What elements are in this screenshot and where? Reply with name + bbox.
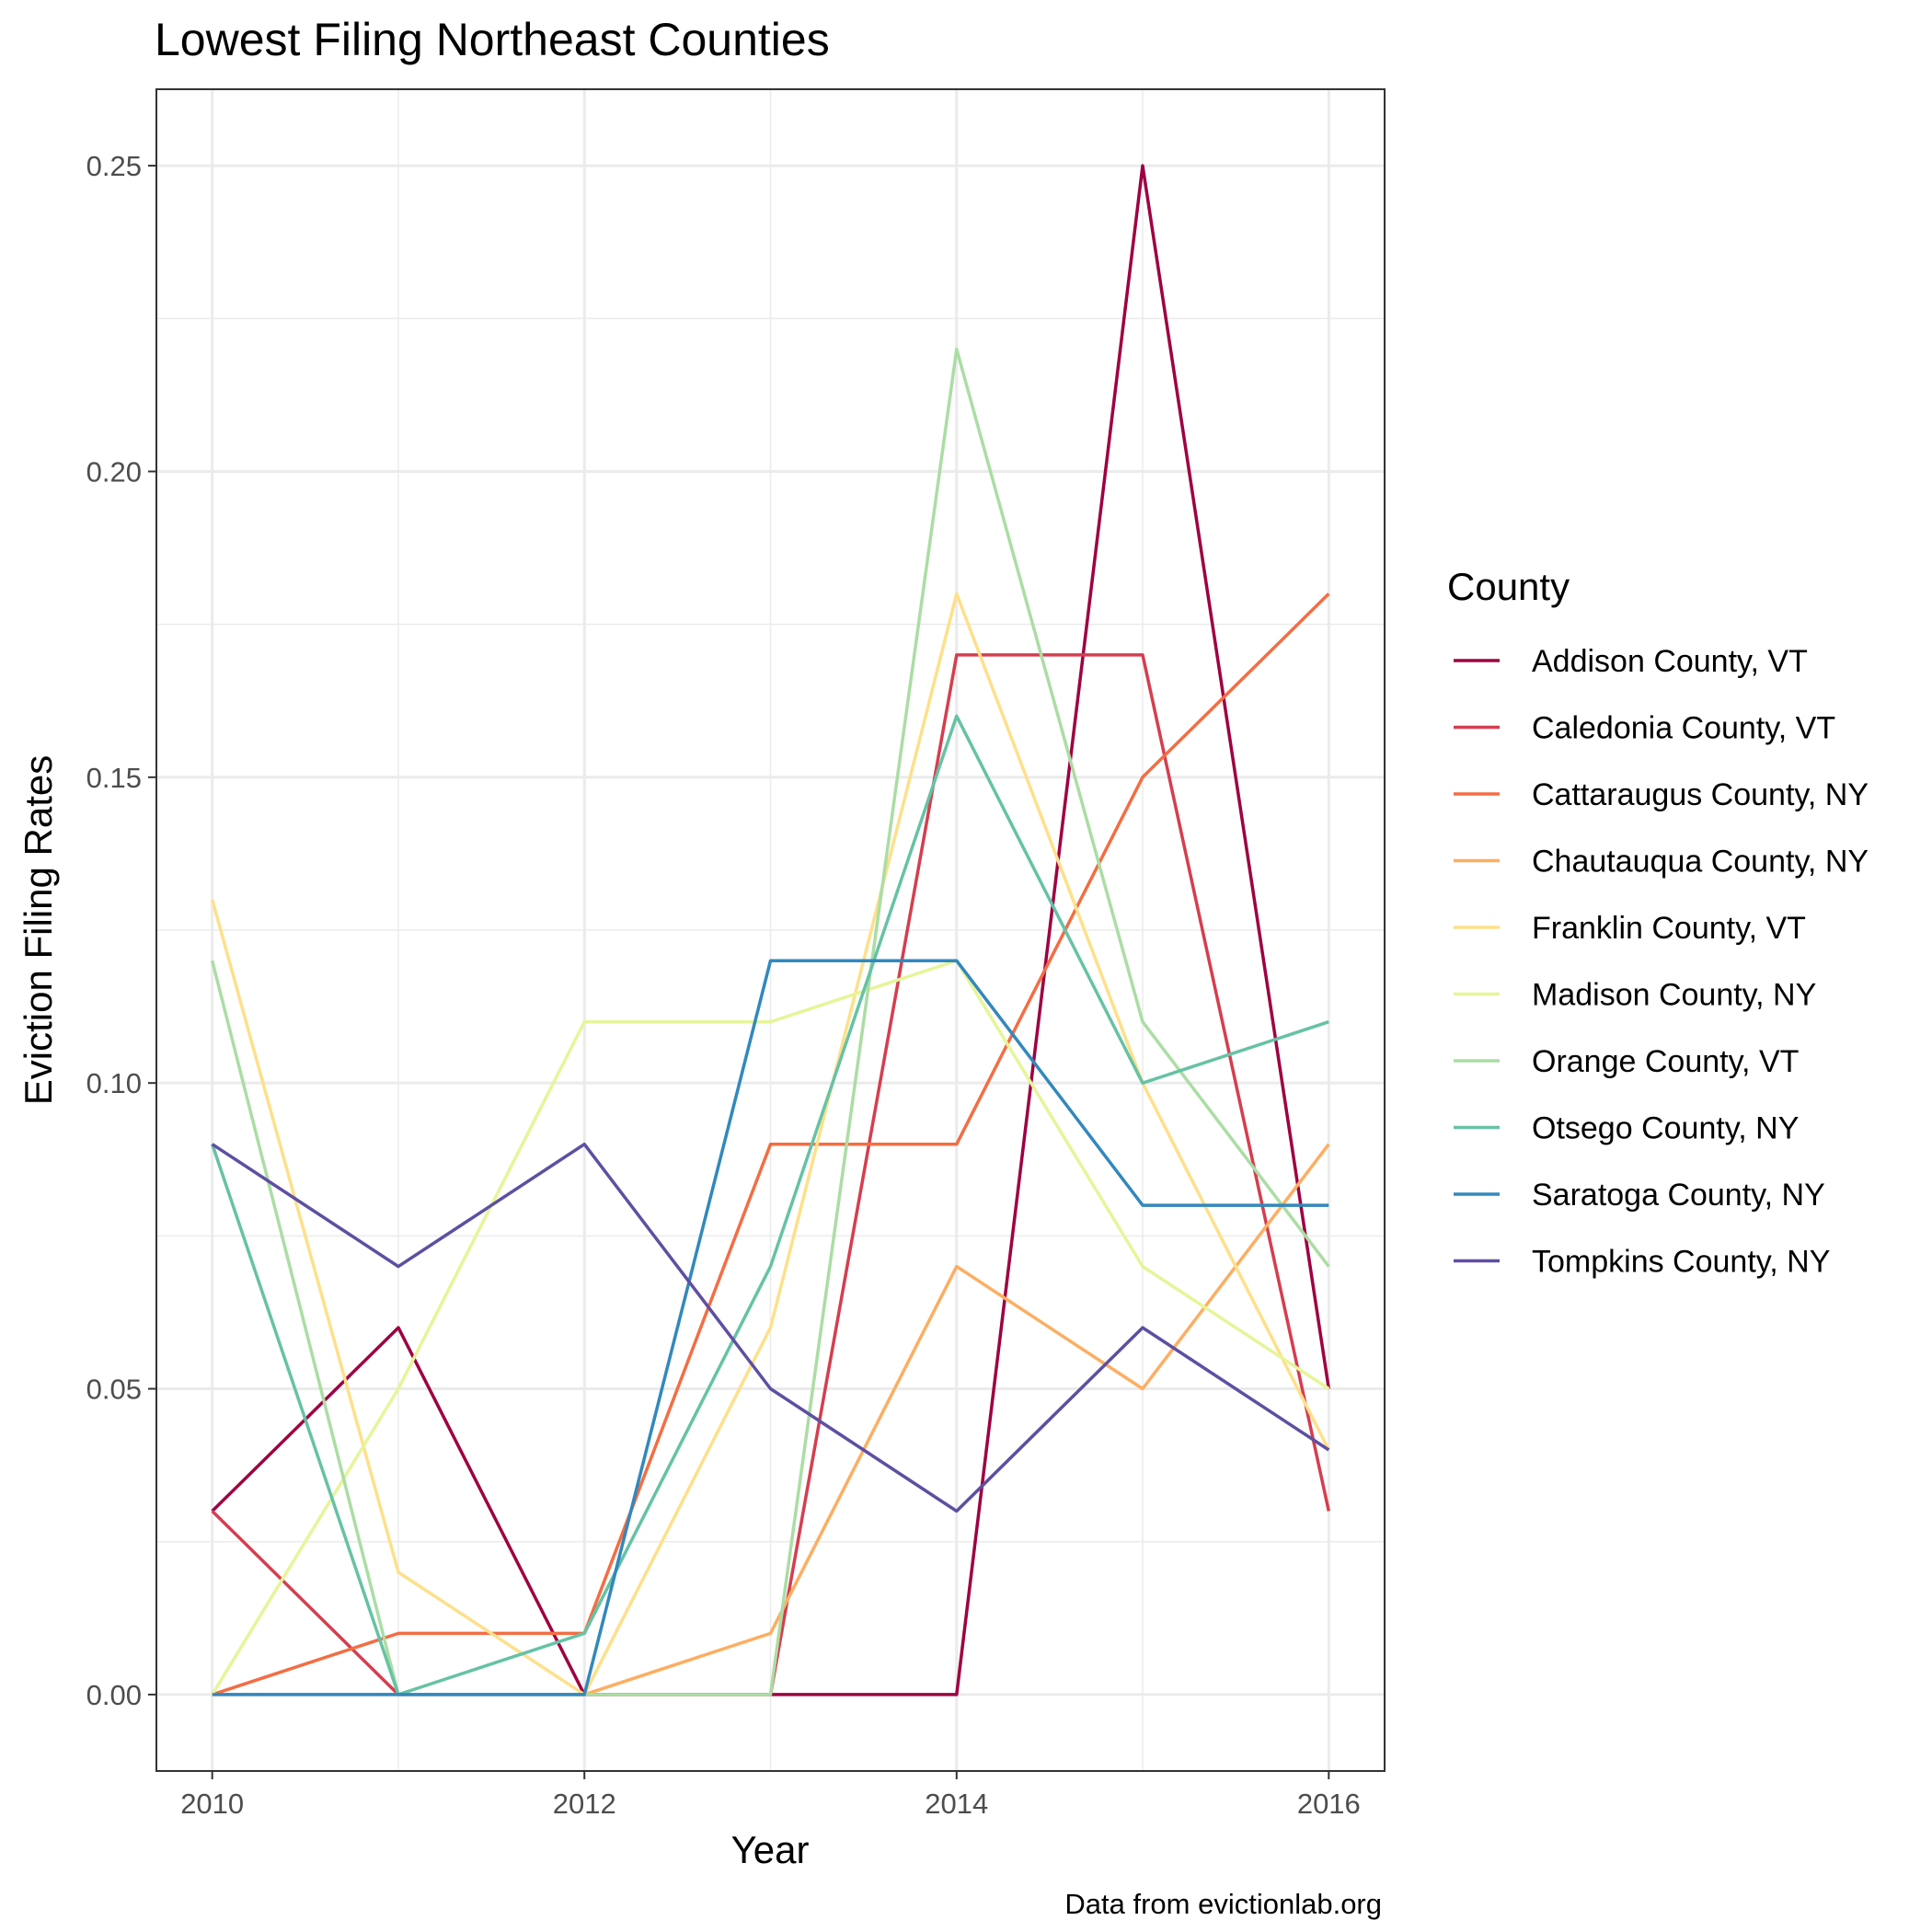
- legend-item: Cattaraugus County, NY: [1454, 777, 1869, 812]
- x-axis-title: Year: [731, 1828, 810, 1871]
- series-line-6: [211, 959, 1330, 1696]
- y-tick-label: 0.15: [86, 762, 142, 794]
- x-tick-label: 2010: [180, 1788, 244, 1820]
- legend-item: Tompkins County, NY: [1454, 1245, 1830, 1280]
- y-axis-title: Eviction Filing Rates: [17, 755, 60, 1105]
- legend-label: Orange County, VT: [1532, 1044, 1799, 1079]
- legend-item: Franklin County, VT: [1454, 911, 1806, 946]
- panel-border: [155, 88, 1386, 1772]
- plot-panel: [155, 88, 1386, 1772]
- legend-label: Saratoga County, NY: [1532, 1178, 1825, 1213]
- legend-item: Orange County, VT: [1454, 1044, 1799, 1079]
- series-lines: [211, 164, 1331, 1696]
- legend-item: Otsego County, NY: [1454, 1111, 1799, 1146]
- legend-items: Addison County, VT Caledonia County, VT Ca…: [1454, 644, 1869, 1280]
- legend-label: Cattaraugus County, NY: [1532, 777, 1869, 812]
- y-tick-label: 0.20: [86, 455, 142, 488]
- y-tick-label: 0.10: [86, 1067, 142, 1099]
- legend-label: Franklin County, VT: [1532, 911, 1806, 946]
- legend-title: County: [1447, 565, 1570, 608]
- legend-label: Madison County, NY: [1532, 978, 1816, 1013]
- legend-label: Otsego County, NY: [1532, 1111, 1799, 1146]
- x-tick-label: 2016: [1297, 1788, 1361, 1820]
- series-line-9: [212, 959, 1329, 1696]
- legend-item: Saratoga County, NY: [1454, 1178, 1825, 1213]
- legend-item: Caledonia County, VT: [1454, 711, 1835, 746]
- series-line-3: [212, 592, 1330, 1696]
- y-tick-label: 0.05: [86, 1374, 142, 1406]
- y-tick-label: 0.00: [86, 1679, 142, 1711]
- legend-item: Addison County, VT: [1454, 644, 1808, 679]
- legend: County Addison County, VT Caledonia Count…: [1447, 565, 1869, 1280]
- x-tick-label: 2014: [925, 1788, 988, 1820]
- y-axis: 0.00 0.05 0.10 0.15 0.20 0.25: [86, 150, 156, 1711]
- series-line-10: [211, 1142, 1330, 1513]
- legend-item: Chautauqua County, NY: [1454, 845, 1869, 880]
- legend-label: Tompkins County, NY: [1532, 1245, 1830, 1280]
- x-tick-label: 2012: [553, 1788, 616, 1820]
- chart-title: Lowest Filing Northeast Counties: [155, 14, 830, 65]
- legend-label: Addison County, VT: [1532, 644, 1808, 679]
- legend-item: Madison County, NY: [1454, 978, 1816, 1013]
- legend-label: Caledonia County, VT: [1532, 711, 1835, 746]
- caption: Data from evictionlab.org: [1064, 1888, 1382, 1920]
- x-axis: 2010 2012 2014 2016: [180, 1771, 1361, 1820]
- y-tick-label: 0.25: [86, 150, 142, 182]
- legend-label: Chautauqua County, NY: [1532, 845, 1869, 880]
